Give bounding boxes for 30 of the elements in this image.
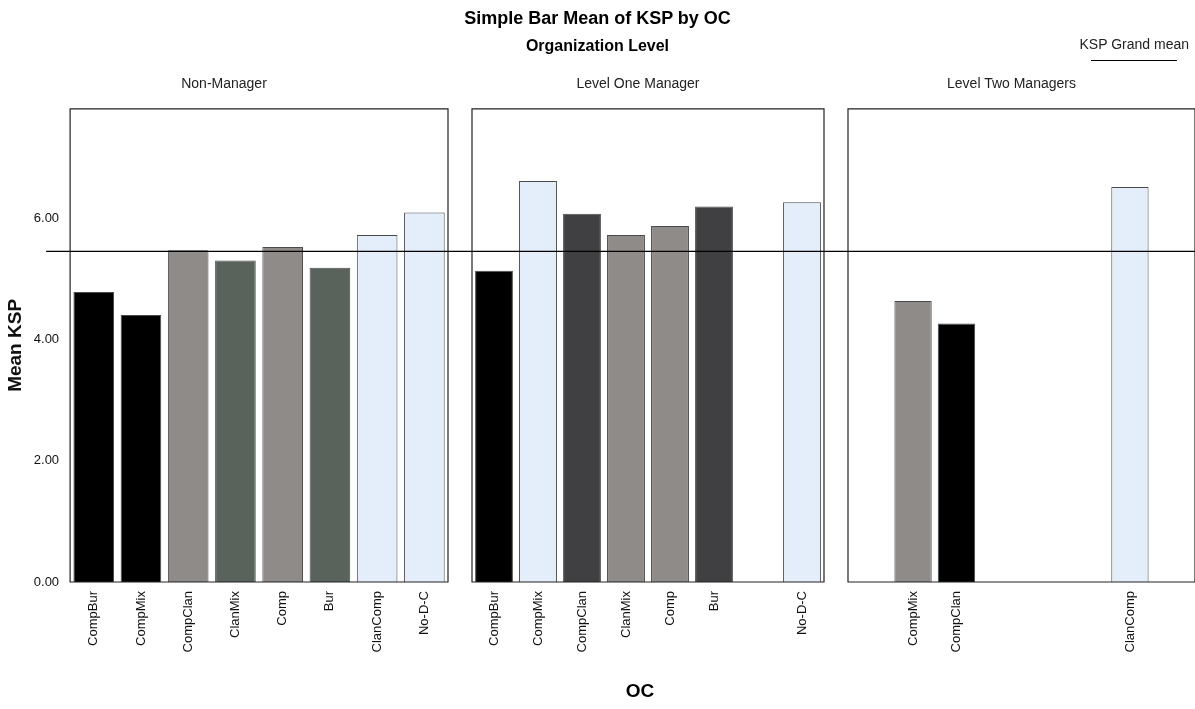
text: Simple Bar Mean of KSP by OC	[463, 8, 732, 29]
x-tick-label: CompMix	[904, 590, 920, 646]
ref-line-label: KSP Grand mean	[1079, 36, 1189, 52]
x-tick-label: CompMix	[529, 590, 545, 646]
x-tick-label: CompBur	[85, 590, 101, 646]
x-tick-label: CompBur	[485, 590, 501, 646]
chart-title: Level One Manager	[576, 75, 700, 92]
x-tick-label: Comp	[661, 591, 677, 626]
chart-title: Non-Manager	[181, 75, 268, 92]
x-axis-title: OC	[624, 680, 656, 702]
x-tick-label: No-D-C	[793, 591, 809, 636]
x-tick-label: ClanComp	[1121, 591, 1137, 653]
y-axis-title: Mean KSP	[3, 298, 25, 392]
x-tick-label: Comp	[274, 591, 290, 626]
x-tick-label: ClanComp	[368, 591, 384, 653]
y-tick-label: 4.00	[33, 330, 60, 346]
x-tick-label: Bur	[705, 590, 721, 612]
x-tick-label: CompClan	[948, 591, 964, 653]
x-tick-label: CompMix	[132, 590, 148, 646]
x-tick-label: ClanMix	[227, 590, 243, 638]
y-tick-label: 2.00	[33, 452, 60, 468]
y-tick-label: 0.00	[33, 573, 60, 589]
x-tick-label: CompClan	[573, 591, 589, 653]
x-tick-label: No-D-C	[415, 591, 431, 636]
text: Organization Level	[525, 37, 670, 54]
chart-title: Level Two Managers	[947, 75, 1076, 92]
y-tick-label: 6.00	[33, 209, 60, 225]
x-tick-label: CompClan	[179, 591, 195, 653]
x-tick-label: Bur	[321, 590, 337, 612]
x-tick-label: ClanMix	[617, 590, 633, 638]
